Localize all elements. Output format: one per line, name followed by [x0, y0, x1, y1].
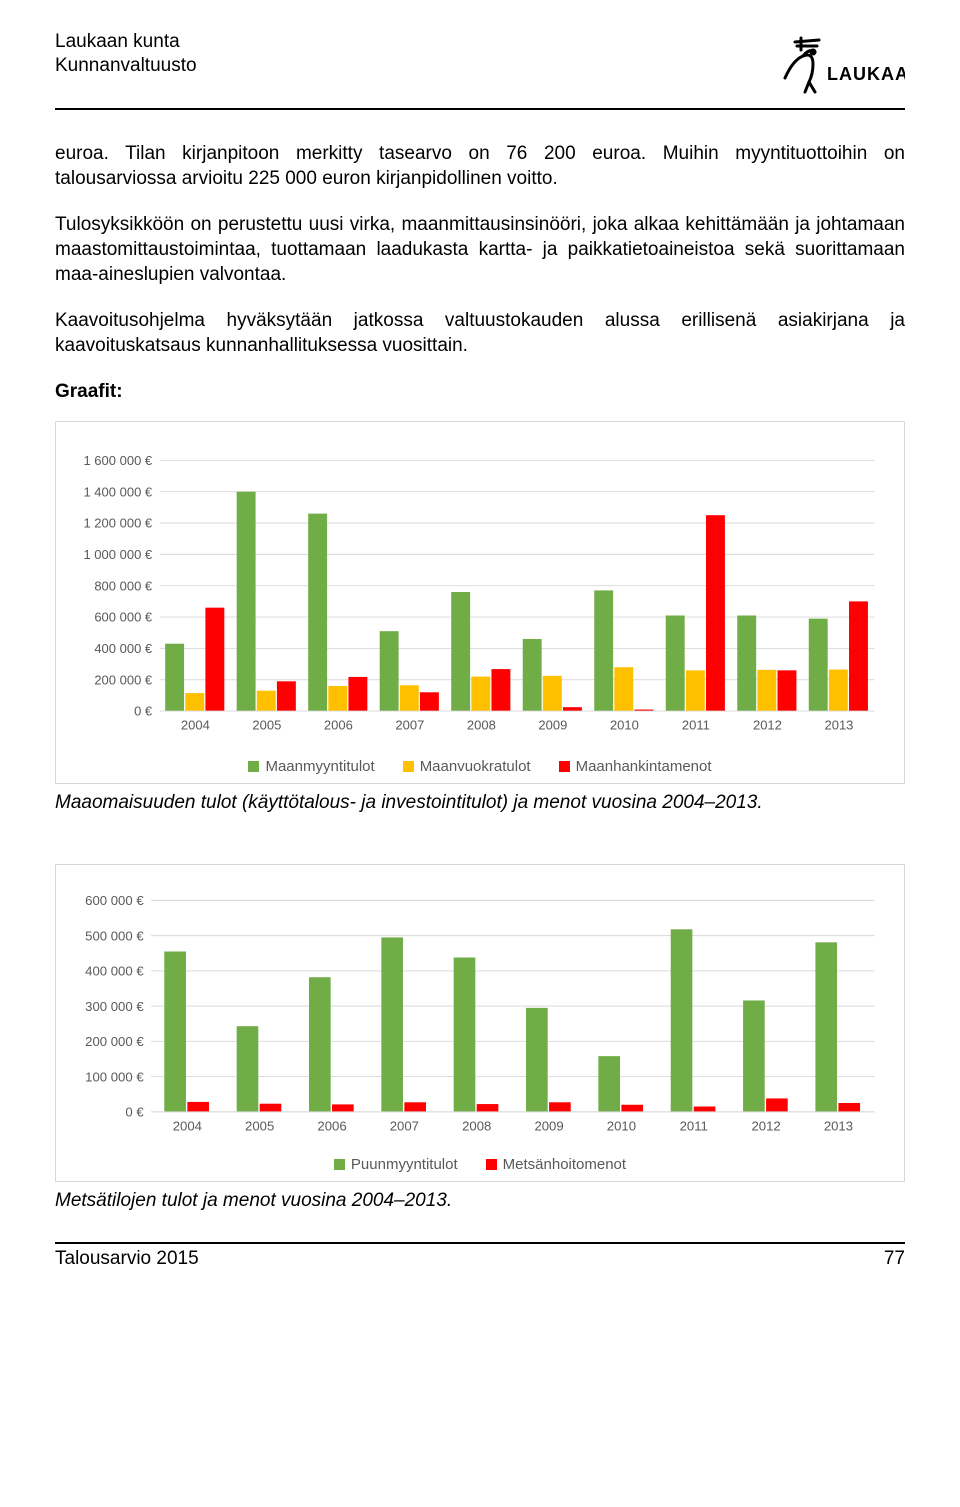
chart-2-legend: Puunmyyntitulot Metsänhoitomenot [76, 1156, 884, 1173]
svg-text:1 200 000 €: 1 200 000 € [83, 515, 152, 530]
legend-label: Metsänhoitomenot [503, 1156, 626, 1173]
header-body: Kunnanvaltuusto [55, 54, 197, 78]
legend-label: Maanhankintamenot [576, 758, 712, 775]
svg-text:2010: 2010 [607, 1118, 636, 1133]
svg-text:400 000 €: 400 000 € [94, 641, 153, 656]
svg-text:0 €: 0 € [125, 1104, 144, 1119]
legend-swatch [403, 761, 414, 772]
svg-text:200 000 €: 200 000 € [94, 672, 153, 687]
svg-text:2009: 2009 [534, 1118, 563, 1133]
svg-text:2013: 2013 [824, 1118, 853, 1133]
svg-text:600 000 €: 600 000 € [94, 610, 153, 625]
header-org-block: Laukaan kunta Kunnanvaltuusto [55, 30, 197, 78]
logo-text: LAUKAA [827, 64, 905, 84]
legend-label: Maanvuokratulot [420, 758, 531, 775]
svg-text:2012: 2012 [753, 717, 782, 732]
footer-right: 77 [884, 1248, 905, 1270]
chart-2-caption: Metsätilojen tulot ja menot vuosina 2004… [55, 1190, 905, 1212]
legend-item: Maanhankintamenot [559, 758, 712, 775]
footer-left: Talousarvio 2015 [55, 1248, 199, 1270]
legend-item: Puunmyyntitulot [334, 1156, 458, 1173]
header-org: Laukaan kunta [55, 30, 197, 54]
svg-text:600 000 €: 600 000 € [85, 893, 144, 908]
paragraph-1: euroa. Tilan kirjanpitoon merkitty tasea… [55, 142, 905, 191]
svg-text:2006: 2006 [324, 717, 353, 732]
legend-swatch [334, 1159, 345, 1170]
legend-swatch [248, 761, 259, 772]
svg-text:1 000 000 €: 1 000 000 € [83, 547, 152, 562]
svg-text:1 600 000 €: 1 600 000 € [83, 453, 152, 468]
chart-1-container: 0 € 200 000 € 400 000 € 600 000 € 800 000 € 1… [55, 421, 905, 784]
svg-text:400 000 €: 400 000 € [85, 963, 144, 978]
svg-text:500 000 €: 500 000 € [85, 928, 144, 943]
svg-text:1 400 000 €: 1 400 000 € [83, 484, 152, 499]
svg-text:2008: 2008 [462, 1118, 491, 1133]
legend-item: Maanmyyntitulot [248, 758, 374, 775]
chart-1-legend: Maanmyyntitulot Maanvuokratulot Maanhankin… [76, 758, 884, 775]
chart-2: 0 € 100 000 € 200 000 € 300 000 € 400 000 € 5… [76, 883, 884, 1148]
svg-text:2013: 2013 [824, 717, 853, 732]
svg-text:2008: 2008 [467, 717, 496, 732]
svg-text:2006: 2006 [317, 1118, 346, 1133]
graafit-heading: Graafit: [55, 381, 905, 403]
svg-text:2005: 2005 [245, 1118, 274, 1133]
svg-text:2009: 2009 [538, 717, 567, 732]
chart-2-container: 0 € 100 000 € 200 000 € 300 000 € 400 000 € 5… [55, 864, 905, 1182]
svg-text:2010: 2010 [610, 717, 639, 732]
svg-text:200 000 €: 200 000 € [85, 1034, 144, 1049]
svg-text:300 000 €: 300 000 € [85, 999, 144, 1014]
svg-text:2004: 2004 [173, 1118, 202, 1133]
legend-item: Maanvuokratulot [403, 758, 531, 775]
paragraph-3: Kaavoitusohjelma hyväksytään jatkossa va… [55, 309, 905, 358]
svg-text:800 000 €: 800 000 € [94, 578, 153, 593]
paragraph-2: Tulosyksikköön on perustettu uusi virka,… [55, 213, 905, 287]
svg-text:2005: 2005 [252, 717, 281, 732]
svg-text:2011: 2011 [682, 717, 710, 732]
svg-text:2012: 2012 [751, 1118, 780, 1133]
svg-text:2007: 2007 [395, 717, 424, 732]
page-header: Laukaan kunta Kunnanvaltuusto LAUKAA [55, 30, 905, 100]
chart-1-caption: Maaomaisuuden tulot (käyttötalous- ja in… [55, 792, 905, 814]
legend-label: Puunmyyntitulot [351, 1156, 458, 1173]
legend-swatch [559, 761, 570, 772]
legend-label: Maanmyyntitulot [265, 758, 374, 775]
page-footer: Talousarvio 2015 77 [55, 1242, 905, 1270]
legend-item: Metsänhoitomenot [486, 1156, 626, 1173]
svg-text:2011: 2011 [680, 1118, 708, 1133]
laukaa-logo: LAUKAA [765, 30, 905, 100]
header-rule [55, 108, 905, 110]
chart-1: 0 € 200 000 € 400 000 € 600 000 € 800 000 € 1… [76, 440, 884, 750]
legend-swatch [486, 1159, 497, 1170]
svg-text:100 000 €: 100 000 € [85, 1069, 144, 1084]
svg-text:0 €: 0 € [134, 704, 153, 719]
svg-text:2004: 2004 [181, 717, 210, 732]
svg-text:2007: 2007 [390, 1118, 419, 1133]
